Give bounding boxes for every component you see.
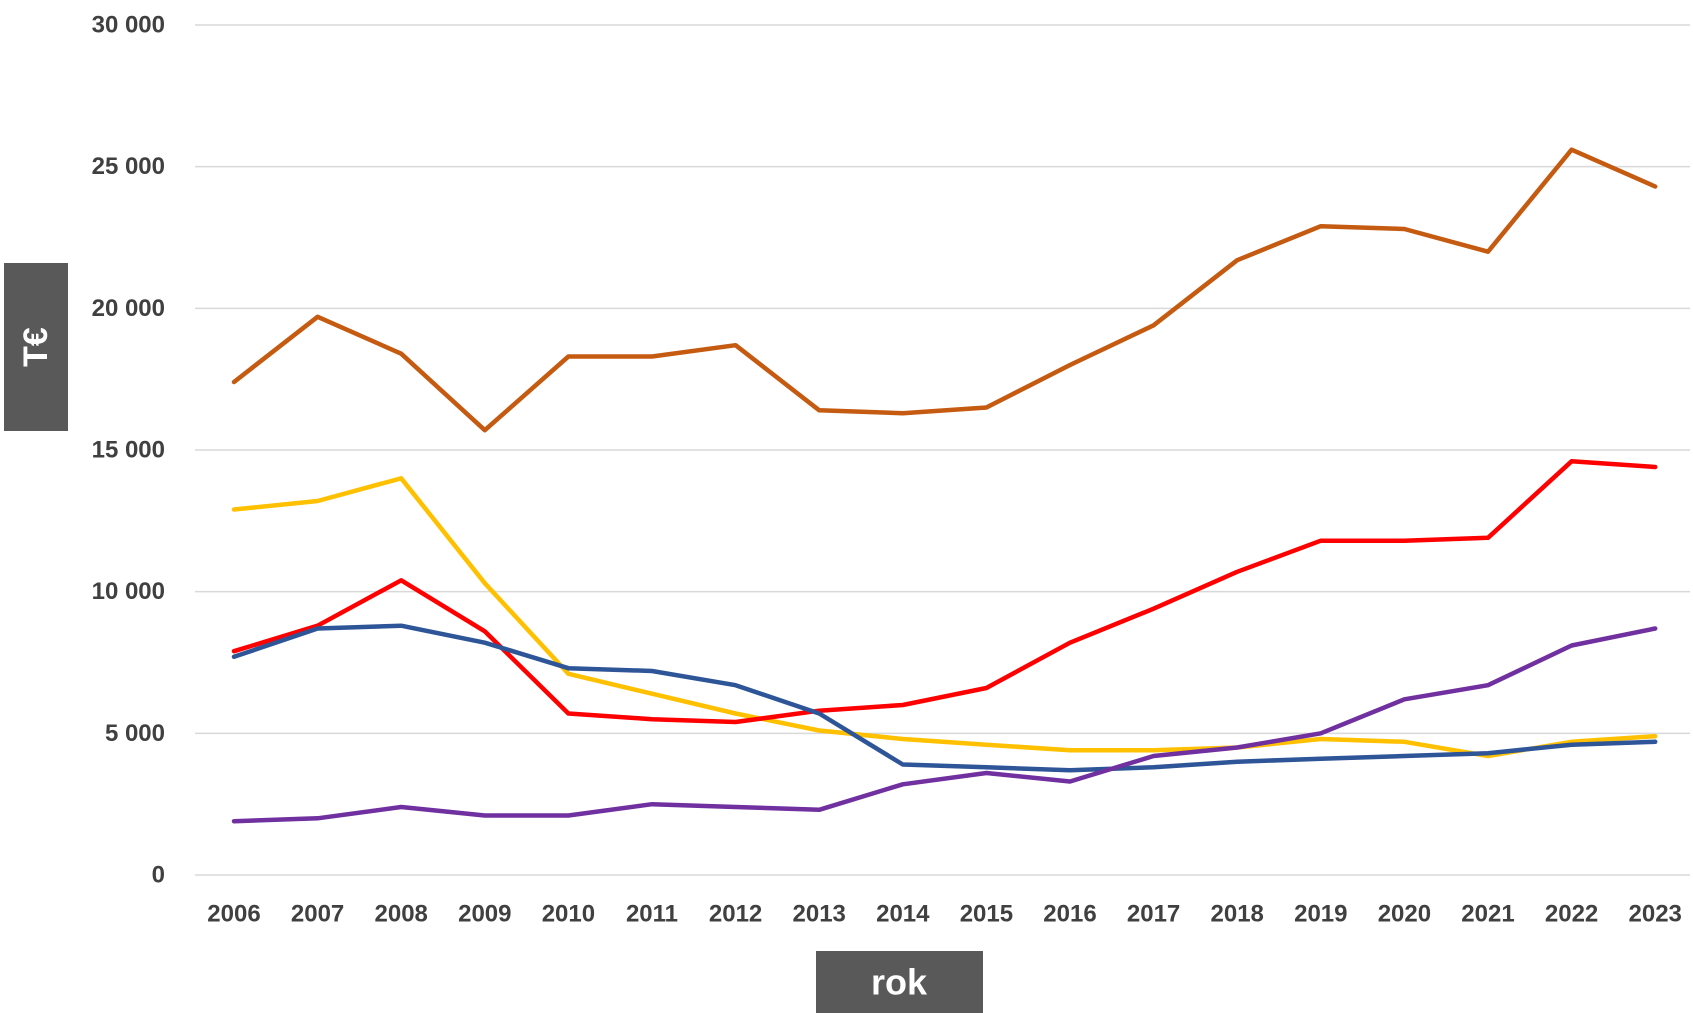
series-line-5: [231, 626, 1658, 824]
x-tick-label: 2019: [1294, 901, 1347, 928]
y-tick-label: 25 000: [92, 153, 165, 180]
y-tick-label: 15 000: [92, 437, 165, 464]
x-axis-label-text: rok: [871, 962, 928, 1003]
series-line-4: [231, 623, 1658, 773]
x-axis-label: rok: [816, 951, 983, 1013]
y-tick-label: 20 000: [92, 295, 165, 322]
x-tick-label: 2010: [542, 901, 595, 928]
x-tick-label: 2006: [207, 901, 260, 928]
series-line-1: [231, 147, 1658, 433]
x-tick-label: 2008: [375, 901, 428, 928]
x-tick-label: 2021: [1461, 901, 1514, 928]
x-tick-label: 2009: [458, 901, 511, 928]
x-tick-label: 2012: [709, 901, 762, 928]
x-tick-label: 2016: [1043, 901, 1096, 928]
x-tick-label: 2018: [1211, 901, 1264, 928]
y-tick-label: 10 000: [92, 578, 165, 605]
x-tick-label: 2013: [793, 901, 846, 928]
y-axis-label-box: [4, 263, 68, 431]
x-tick-label: 2023: [1629, 901, 1682, 928]
gridlines: [195, 24, 1690, 876]
y-axis-label: T€: [4, 263, 68, 431]
x-tick-label: 2014: [876, 901, 930, 928]
y-axis-ticks: 0 5 000 10 000 15 000 20 000 25 000 30 000: [92, 12, 165, 889]
x-tick-label: 2022: [1545, 901, 1598, 928]
y-tick-label: 0: [152, 862, 165, 889]
x-axis-ticks: 2006 2007 2008 2009 2010 2011 2012 2013 2014 2015…: [207, 901, 1682, 928]
x-axis-label-box: [816, 951, 983, 1013]
x-tick-label: 2017: [1127, 901, 1180, 928]
y-tick-label: 30 000: [92, 12, 165, 39]
x-tick-label: 2015: [960, 901, 1013, 928]
series-lines: [231, 147, 1658, 824]
series-line-3: [231, 459, 1658, 725]
series-line-2: [231, 476, 1658, 759]
x-tick-label: 2007: [291, 901, 344, 928]
x-tick-label: 2011: [626, 901, 678, 928]
y-tick-label: 5 000: [105, 720, 165, 747]
y-axis-label-text: T€: [17, 327, 55, 367]
x-tick-label: 2020: [1378, 901, 1431, 928]
